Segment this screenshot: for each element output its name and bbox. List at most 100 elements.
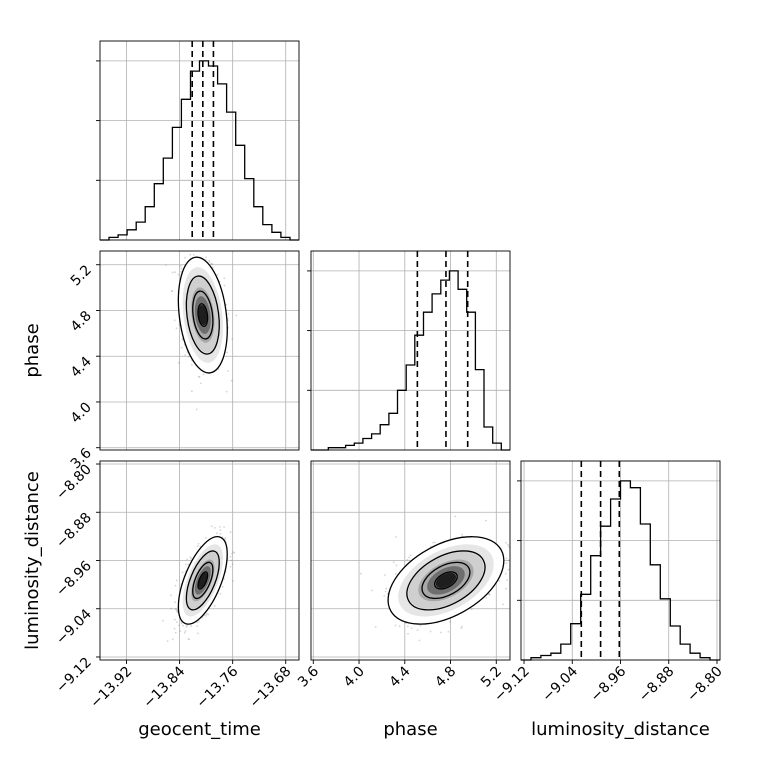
density-level: [198, 304, 208, 326]
x-tick-label: −13.84: [140, 663, 188, 711]
panel-frame: [99, 40, 300, 241]
scatter-point: [198, 620, 200, 622]
scatter-point: [407, 632, 409, 635]
scatter-point: [180, 270, 182, 273]
y-tick-label: 4.0: [68, 399, 95, 426]
scatter-point: [181, 338, 184, 341]
scatter-point: [219, 526, 222, 528]
scatter-point: [406, 558, 409, 561]
scatter-point: [190, 363, 193, 366]
scatter-point: [181, 571, 184, 574]
scatter-point: [231, 338, 234, 341]
panel-frame: [310, 460, 511, 661]
scatter-point: [208, 259, 211, 262]
scatter-point: [165, 264, 167, 266]
scatter-point: [176, 621, 178, 623]
scatter-point: [170, 607, 172, 610]
scatter-point: [505, 562, 508, 564]
scatter-point: [210, 262, 213, 265]
scatter-point: [511, 558, 513, 560]
scatter-point: [184, 256, 187, 259]
scatter-point: [184, 630, 187, 632]
scatter-point: [174, 584, 177, 587]
scatter-point: [385, 587, 388, 590]
scatter-point: [505, 541, 507, 544]
scatter-point: [225, 390, 228, 393]
scatter-point: [410, 627, 413, 629]
contour-line: [192, 561, 214, 600]
y-tick-label: −9.12: [53, 654, 95, 696]
scatter-point: [216, 532, 218, 535]
scatter-point: [197, 232, 199, 234]
contour-line: [406, 550, 486, 611]
contour-line: [192, 290, 214, 340]
2d-panel-geocent_time-luminosity_distance: [99, 460, 300, 661]
y-axis-label-phase: phase: [22, 323, 43, 377]
scatter-point: [190, 557, 193, 560]
scatter-point: [180, 622, 183, 625]
scatter-point: [178, 624, 181, 627]
scatter-point: [175, 327, 178, 330]
scatter-point: [470, 608, 473, 611]
scatter-point: [223, 526, 226, 528]
scatter-point: [216, 273, 219, 276]
scatter-point: [507, 545, 510, 548]
scatter-point: [409, 554, 412, 557]
scatter-point: [233, 551, 236, 554]
panel-frame: [99, 250, 300, 451]
scatter-point: [230, 559, 233, 562]
scatter-point: [485, 519, 487, 522]
scatter-point: [174, 608, 177, 610]
x-axis-label-luminosity_distance: luminosity_distance: [531, 719, 710, 740]
scatter-point: [505, 557, 508, 560]
y-tick-label: 4.4: [68, 354, 95, 381]
scatter-point: [199, 382, 202, 385]
scatter-point: [173, 618, 176, 621]
scatter-point: [395, 536, 397, 538]
contour-line: [185, 550, 220, 611]
scatter-point: [213, 604, 216, 607]
hist-bars-luminosity_distance: [521, 480, 720, 661]
scatter-point: [205, 614, 207, 617]
scatter-point: [174, 601, 177, 604]
scatter-point: [488, 593, 491, 596]
grid: [311, 251, 510, 450]
scatter-point: [195, 408, 198, 411]
scatter-point: [175, 579, 178, 582]
scatter-point: [186, 624, 189, 627]
scatter-point: [171, 271, 174, 274]
scatter-point: [507, 559, 510, 562]
scatter-point: [504, 573, 507, 575]
y-tick-label: −8.88: [53, 510, 95, 552]
scatter-point: [461, 625, 463, 628]
contour-line: [197, 303, 209, 328]
scatter-point: [440, 631, 442, 634]
x-tick-label: −13.68: [247, 664, 295, 712]
hist-panel-luminosity_distance: [517, 460, 721, 661]
contour-line: [177, 256, 228, 374]
scatter-point: [384, 574, 386, 576]
scatter-point: [416, 629, 419, 632]
scatter-point: [171, 290, 174, 292]
density-level: [198, 572, 208, 588]
scatter-point: [384, 590, 387, 593]
scatter-point: [197, 375, 200, 378]
scatter-point: [207, 613, 210, 616]
scatter-point: [488, 593, 490, 596]
scatter-point: [231, 552, 233, 555]
scatter-point: [187, 637, 190, 640]
scatter-point: [394, 572, 397, 575]
grid: [100, 41, 299, 240]
scatter-point: [175, 608, 178, 611]
scatter-point: [219, 529, 222, 531]
scatter-point: [180, 346, 183, 349]
y-axis-label-luminosity_distance: luminosity_distance: [22, 471, 43, 650]
scatter-point: [485, 597, 488, 599]
scatter-point: [196, 625, 199, 627]
scatter-point: [227, 313, 230, 315]
scatter-point: [461, 533, 463, 536]
x-tick-label: −8.96: [588, 663, 630, 705]
scatter-point: [205, 536, 207, 539]
y-tick-label: −8.96: [53, 558, 95, 600]
